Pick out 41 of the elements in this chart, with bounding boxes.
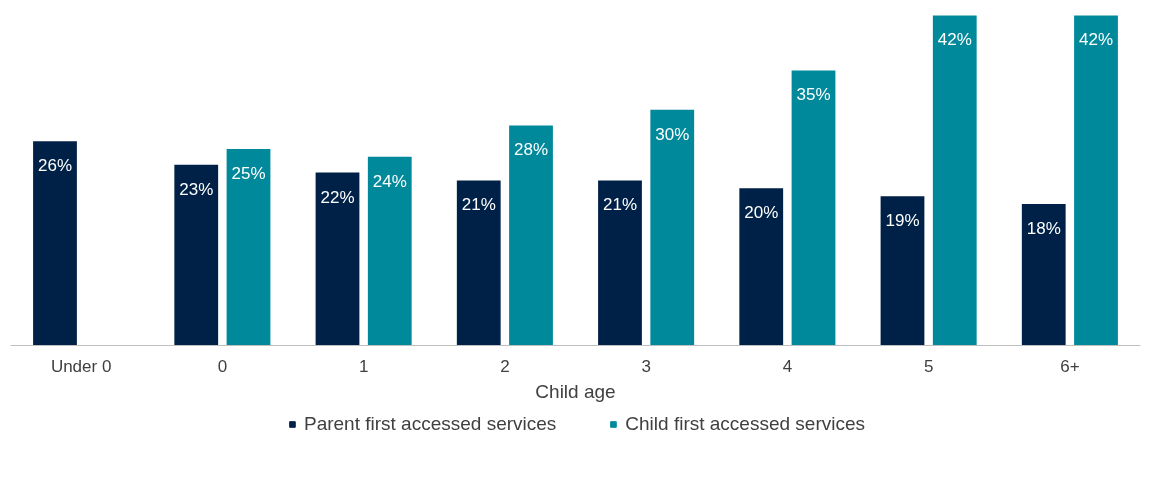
x-axis-title: Child age [535,380,616,402]
data-label: 26% [37,156,73,176]
bar [1074,15,1118,346]
data-label: 21% [602,195,638,215]
data-label: 19% [885,211,920,231]
data-label: 42% [937,30,972,50]
data-label: 18% [1026,219,1061,239]
x-tick-label: 4 [782,356,793,376]
bar [880,196,925,346]
legend-label: Parent first accessed services [303,413,557,435]
legend-label: Child first accessed services [625,413,866,435]
data-label: 20% [744,203,779,223]
bar [932,15,977,346]
x-tick-label: 3 [641,356,651,376]
x-tick-label: 2 [500,356,510,376]
data-label: 22% [320,187,355,207]
bar [33,141,77,346]
data-label: 23% [179,179,214,199]
bar [598,180,642,346]
bar [174,164,219,346]
bar [791,70,836,346]
data-label: 25% [231,164,266,184]
data-label: 35% [796,85,831,105]
data-label: 24% [372,171,407,191]
x-tick-label: Under 0 [50,356,112,376]
x-tick-label: 0 [217,356,228,376]
bar [315,172,360,346]
bar [509,125,553,346]
bar [739,188,784,346]
bar [1021,204,1066,346]
data-label: 28% [513,140,549,160]
data-label: 21% [461,195,496,215]
bar [367,156,412,346]
data-label: 42% [1078,30,1114,50]
x-tick-label: 5 [923,356,934,376]
bar [456,180,501,346]
bar [650,109,695,346]
bar [226,149,271,346]
x-tick-label: 6+ [1060,356,1080,376]
data-label: 30% [655,124,690,144]
x-tick-label: 1 [358,356,369,376]
